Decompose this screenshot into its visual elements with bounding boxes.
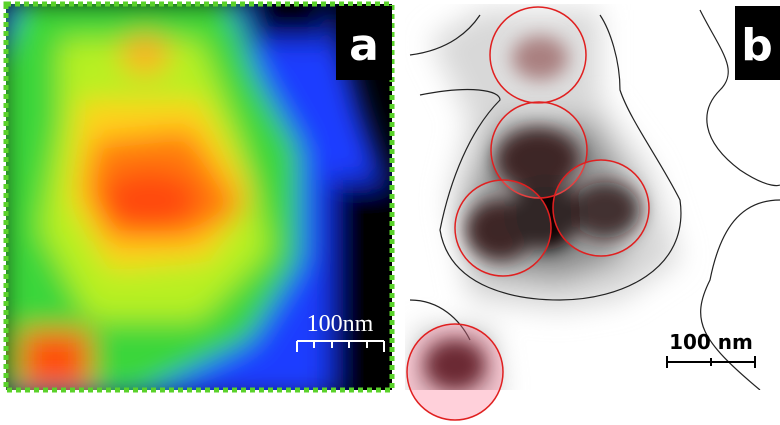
panel-label: a <box>349 20 379 71</box>
scale-bar-label: 100nm <box>307 311 374 337</box>
scale-bar <box>667 356 755 368</box>
figure: a 100nm <box>0 0 780 425</box>
panel-label: b <box>741 20 773 71</box>
scale-bar-label: 100 nm <box>669 330 753 354</box>
circle <box>407 324 503 420</box>
